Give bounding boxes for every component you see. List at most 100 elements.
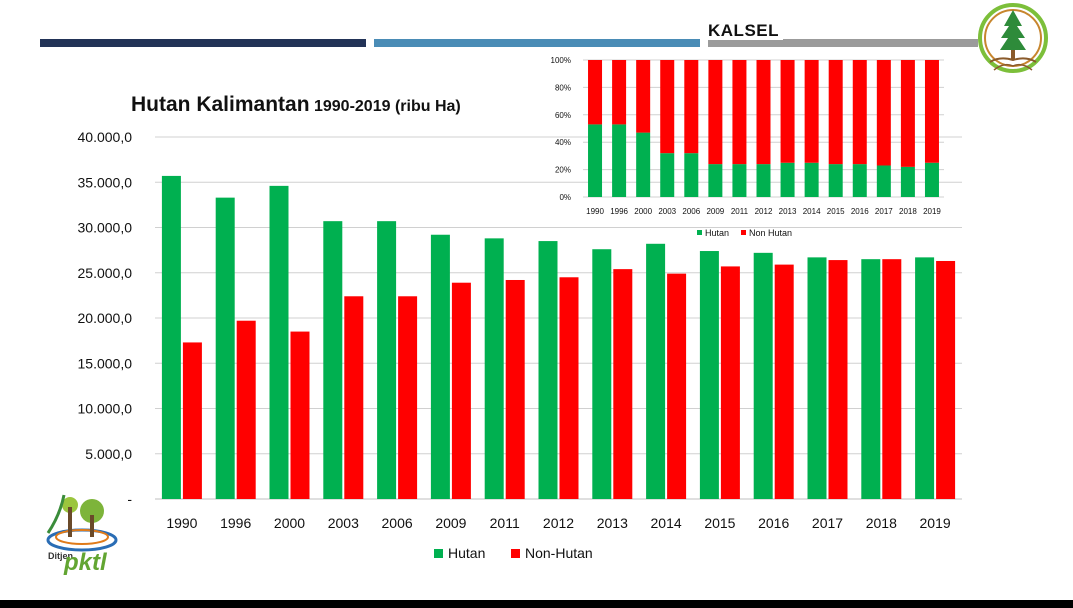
inset-bar-hutan — [588, 124, 603, 197]
inset-bar-non-hutan — [708, 60, 723, 165]
inset-y-tick-label: 20% — [555, 166, 571, 175]
inset-y-tick-label: 0% — [559, 193, 571, 202]
header-bar-blue — [374, 39, 700, 47]
inset-x-tick-label: 1990 — [586, 207, 604, 216]
ditjen-text: Ditjen — [48, 551, 74, 561]
main-x-tick-label: 2003 — [328, 515, 359, 531]
pktl-logo: Ditjen pktl — [40, 485, 120, 576]
main-bar-hutan — [323, 221, 343, 500]
inset-bar-non-hutan — [612, 60, 627, 125]
inset-x-tick-label: 2013 — [779, 207, 797, 216]
main-legend-label: Non-Hutan — [525, 545, 593, 561]
main-bar-hutan — [430, 234, 450, 500]
main-x-tick-label: 2018 — [866, 515, 897, 531]
main-x-tick-label: 2006 — [382, 515, 413, 531]
inset-bar-hutan — [876, 165, 891, 197]
inset-bar-non-hutan — [636, 60, 651, 133]
main-y-tick-label: 30.000,0 — [78, 220, 133, 236]
main-x-tick-label: 1990 — [166, 515, 197, 531]
main-bar-non-hutan — [182, 342, 202, 499]
inset-y-tick-label: 80% — [555, 83, 571, 92]
main-bar-non-hutan — [936, 260, 956, 499]
inset-legend-swatch — [741, 230, 746, 235]
main-bar-hutan — [484, 238, 504, 500]
inset-bar-hutan — [708, 164, 723, 197]
inset-x-tick-label: 2003 — [658, 207, 676, 216]
chart-title: Hutan Kalimantan 1990-2019 (ribu Ha) — [131, 93, 461, 117]
inset-bar-non-hutan — [732, 60, 747, 165]
main-x-tick-label: 2011 — [490, 515, 520, 531]
main-y-tick-label: 15.000,0 — [78, 355, 133, 371]
main-bar-hutan — [215, 197, 235, 499]
inset-x-tick-label: 2000 — [634, 207, 652, 216]
main-bar-hutan — [753, 252, 773, 499]
main-bar-non-hutan — [559, 277, 579, 499]
inset-bar-hutan — [828, 164, 843, 197]
inset-bar-non-hutan — [828, 60, 843, 165]
inset-bar-non-hutan — [780, 60, 795, 163]
inset-x-tick-label: 2017 — [875, 207, 893, 216]
chart-title-main: Hutan Kalimantan — [131, 93, 310, 116]
inset-x-tick-label: 2006 — [682, 207, 700, 216]
inset-bar-non-hutan — [804, 60, 819, 163]
main-x-tick-label: 2019 — [920, 515, 951, 531]
inset-x-tick-label: 2012 — [755, 207, 773, 216]
main-bar-hutan — [592, 249, 612, 499]
inset-bar-hutan — [756, 164, 771, 197]
main-bar-non-hutan — [613, 269, 633, 499]
main-legend-swatch — [434, 549, 443, 558]
main-x-tick-label: 2015 — [704, 515, 735, 531]
main-x-tick-label: 1996 — [220, 515, 251, 531]
main-y-tick-label: 5.000,0 — [85, 446, 132, 462]
inset-legend-label: Hutan — [705, 228, 729, 238]
inset-y-tick-label: 40% — [555, 138, 571, 147]
inset-bar-hutan — [804, 162, 819, 197]
main-bar-non-hutan — [667, 273, 687, 499]
main-bar-hutan — [377, 221, 397, 500]
main-x-tick-label: 2013 — [597, 515, 628, 531]
inset-bar-non-hutan — [660, 60, 675, 154]
main-bar-hutan — [538, 241, 558, 499]
inset-bar-non-hutan — [588, 60, 603, 125]
main-y-tick-label: 10.000,0 — [78, 401, 133, 417]
main-bar-non-hutan — [720, 266, 740, 499]
inset-bar-non-hutan — [684, 60, 699, 154]
inset-x-tick-label: 2011 — [731, 207, 749, 216]
main-bar-hutan — [269, 185, 289, 499]
inset-bar-non-hutan — [900, 60, 915, 167]
inset-x-tick-label: 2014 — [803, 207, 821, 216]
main-bar-hutan — [915, 257, 935, 499]
main-y-tick-label: 20.000,0 — [78, 310, 133, 326]
inset-bar-non-hutan — [852, 60, 867, 165]
inset-x-tick-label: 2015 — [827, 207, 845, 216]
region-label: KALSEL — [708, 22, 783, 40]
main-x-tick-label: 2012 — [543, 515, 574, 531]
main-bar-non-hutan — [828, 260, 848, 499]
main-bar-hutan — [861, 259, 881, 499]
main-x-tick-label: 2014 — [651, 515, 682, 531]
bottom-strip — [0, 600, 1073, 608]
inset-x-tick-label: 2009 — [706, 207, 724, 216]
main-bar-non-hutan — [290, 331, 310, 499]
inset-x-tick-label: 2016 — [851, 207, 869, 216]
main-legend-label: Hutan — [448, 545, 485, 561]
main-y-tick-label: - — [127, 491, 132, 507]
main-bar-hutan — [699, 251, 719, 499]
inset-bar-non-hutan — [924, 60, 939, 163]
main-bar-non-hutan — [774, 264, 794, 499]
inset-bar-hutan — [900, 166, 915, 197]
main-bar-hutan — [161, 175, 181, 500]
inset-x-tick-label: 2019 — [923, 207, 941, 216]
inset-legend-swatch — [697, 230, 702, 235]
inset-bar-hutan — [636, 132, 651, 197]
inset-y-tick-label: 60% — [555, 111, 571, 120]
inset-bar-hutan — [612, 124, 627, 197]
inset-bar-hutan — [780, 162, 795, 197]
inset-bar-hutan — [660, 153, 675, 197]
inset-y-tick-label: 100% — [551, 56, 571, 65]
main-x-tick-label: 2000 — [274, 515, 305, 531]
ministry-logo — [970, 0, 1056, 85]
inset-bar-hutan — [684, 153, 699, 197]
inset-bar-hutan — [732, 164, 747, 197]
